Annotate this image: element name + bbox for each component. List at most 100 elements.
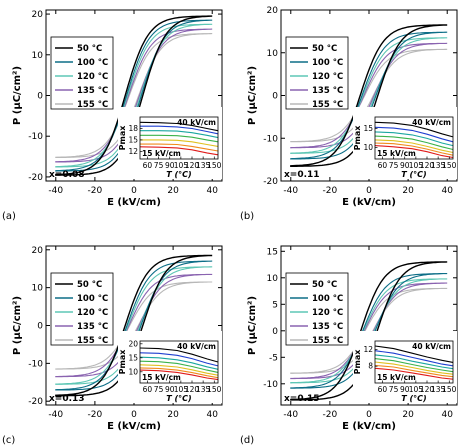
inset-xtick-label: 150 (442, 161, 457, 170)
inset-frame (139, 340, 219, 384)
inset-annotation-top: 40 kV/cm (412, 342, 451, 351)
inset-xtick-label: 90 (400, 385, 410, 394)
inset-xtick-label: 120 (185, 161, 200, 170)
xtick-label: 0 (131, 410, 137, 420)
ytick-label: 0 (37, 322, 43, 332)
inset-x-label: T (°C) (166, 170, 191, 179)
inset-curve-2 (139, 356, 219, 370)
xtick-label: 20 (402, 186, 414, 196)
inset-xtick-label: 60 (378, 161, 388, 170)
inset-curve-5 (140, 143, 219, 152)
inset-annotation-bottom: 15 kV/cm (142, 149, 181, 158)
ytick-label: -20 (28, 173, 43, 183)
ytick-label: 0 (272, 327, 278, 337)
composition-label: x=0.15 (284, 394, 320, 404)
xtick-label: 40 (441, 186, 453, 196)
legend-entry: 155 °C (77, 100, 108, 110)
xtick-label: 40 (206, 410, 218, 420)
legend: 50 °C 100 °C 120 °C 135 °C 155 °C (50, 272, 114, 346)
legend-entry: 120 °C (77, 308, 108, 318)
legend-entry: 100 °C (77, 294, 108, 304)
inset-ytick-label: 15 (363, 124, 373, 133)
xtick-label: -20 (323, 410, 338, 420)
legend-entry: 100 °C (312, 294, 343, 304)
inset-curve-4 (140, 139, 219, 147)
inset-curve-2 (140, 130, 219, 139)
inset-frame (374, 340, 454, 384)
inset-curve-2 (374, 354, 454, 370)
inset-curve-6 (374, 145, 454, 159)
inset-curve-0 (374, 345, 454, 363)
inset-curve-0 (374, 121, 454, 138)
inset-xtick-label: 120 (420, 385, 435, 394)
inset-curve-6 (374, 367, 454, 380)
ytick-label: 10 (267, 49, 279, 59)
legend: 50 °C 100 °C 120 °C 135 °C 155 °C (285, 36, 349, 110)
panel-a: -40 -20 0 20 40 -20 -10 0 10 20 E (kV/cm) P (μC/cm²… (2, 9, 223, 222)
inset-background (118, 331, 222, 403)
xtick-label: 40 (206, 186, 218, 196)
inset-xtick-label: 75 (389, 161, 399, 170)
y-axis-label: P (μC/cm²) (247, 296, 258, 355)
legend-box (50, 272, 114, 346)
inset-curve-3 (374, 358, 454, 373)
xtick-label: 40 (441, 410, 453, 420)
inset-ytick-label: 18 (128, 124, 138, 133)
xtick-label: -40 (48, 186, 63, 196)
inset-ytick-label: 10 (363, 143, 373, 152)
ytick-label: -5 (269, 353, 278, 363)
y-axis-label: P (μC/cm²) (12, 66, 23, 125)
inset-xtick-label: 75 (154, 385, 164, 394)
inset-ytick-label: 15 (128, 135, 138, 144)
inset-ytick-label: 8 (368, 362, 373, 371)
inset-curve-2 (374, 131, 454, 147)
panel-label: (a) (2, 211, 16, 222)
loop-0 (55, 15, 213, 176)
legend-entry: 135 °C (77, 86, 108, 96)
loop-0 (290, 261, 448, 401)
inset-curve-6 (139, 146, 219, 156)
panel-label: (b) (240, 211, 254, 222)
ytick-label: -10 (28, 359, 43, 369)
ytick-label: 0 (37, 92, 43, 102)
inset-xtick-label: 90 (400, 161, 410, 170)
legend-entry: 120 °C (312, 308, 343, 318)
inset-curve-5 (139, 367, 219, 379)
panel-d: -40 -20 0 20 40 -10 -5 0 5 10 15 E (kV/cm) P (μC/cm²… (240, 245, 458, 446)
xtick-label: 0 (366, 186, 372, 196)
inset-xtick-label: 150 (207, 161, 222, 170)
legend-entry: 135 °C (312, 86, 343, 96)
ytick-label: -20 (263, 177, 278, 187)
x-axis-label: E (kV/cm) (107, 197, 161, 208)
loop-1 (290, 31, 448, 160)
inset-xtick-label: 90 (165, 161, 175, 170)
inset-y-label: Pmax (118, 125, 127, 151)
inset-curve-4 (374, 139, 454, 154)
xtick-label: 0 (131, 186, 137, 196)
inset-annotation-bottom: 15 kV/cm (377, 149, 416, 158)
loop-3 (55, 28, 213, 163)
xtick-label: 20 (167, 186, 179, 196)
legend: 50 °C 100 °C 120 °C 135 °C 155 °C (285, 272, 349, 346)
inset-curve-1 (140, 125, 219, 135)
inset-ytick-label: 10 (128, 367, 138, 376)
legend-entry: 50 °C (77, 280, 102, 290)
ytick-label: -10 (28, 132, 43, 142)
ytick-label: 10 (32, 51, 44, 61)
x-axis-label: E (kV/cm) (342, 197, 396, 208)
ytick-label: 10 (32, 284, 44, 294)
inset-ytick-label: 12 (363, 345, 373, 354)
inset-xtick-label: 90 (165, 385, 175, 394)
inset-xtick-label: 60 (143, 161, 153, 170)
loop-2 (290, 37, 448, 154)
panel-b: -40 -20 0 20 40 -20 -10 0 10 20 E (kV/cm) P (μC/cm²… (240, 6, 458, 222)
hysteresis-loops (290, 261, 448, 401)
inset-xtick-label: 60 (143, 385, 153, 394)
xtick-label: -20 (88, 186, 103, 196)
inset-curve-1 (374, 350, 454, 367)
ytick-label: 10 (267, 274, 279, 284)
inset-curve-6 (139, 369, 219, 381)
inset-curve-5 (374, 142, 454, 156)
hysteresis-loops (290, 24, 448, 167)
